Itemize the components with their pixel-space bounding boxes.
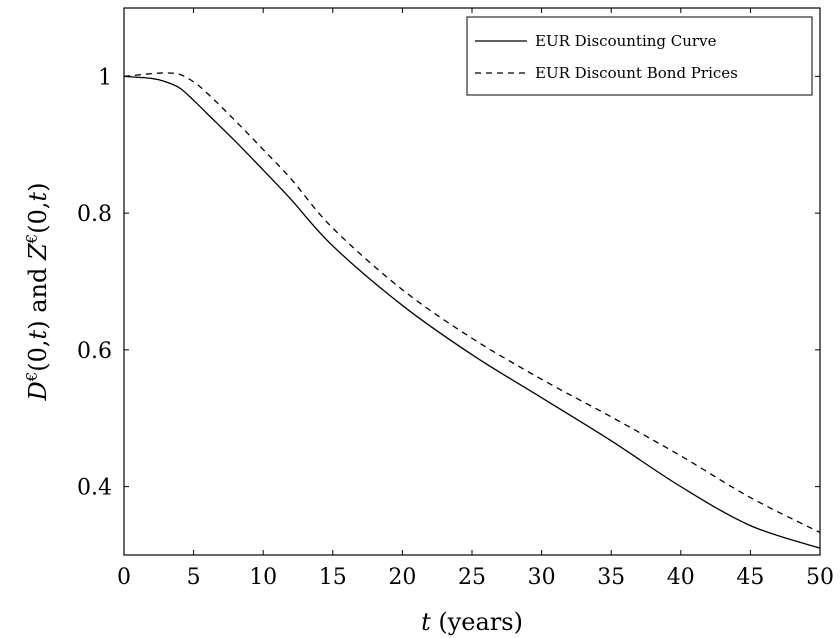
- x-tick-label: 25: [458, 565, 486, 590]
- y-label-d: D: [24, 381, 52, 401]
- y-label-arg-2: (0,: [24, 202, 52, 234]
- legend: EUR Discounting Curve EUR Discount Bond …: [466, 16, 813, 96]
- legend-box: [466, 16, 813, 96]
- x-tick-label: 40: [667, 565, 695, 590]
- x-axis-unit: (years): [431, 608, 523, 636]
- y-label-euro-2: €: [23, 234, 41, 245]
- y-tick-label: 0.4: [77, 476, 112, 501]
- y-label-t-1: t: [24, 329, 52, 339]
- x-tick-label: 30: [528, 565, 556, 590]
- y-tick-label: 0.6: [77, 339, 112, 364]
- x-tick-label: 35: [597, 565, 625, 590]
- x-axis-var: t: [421, 608, 431, 636]
- x-axis-label: t (years): [421, 608, 523, 636]
- y-label-euro-1: €: [23, 372, 41, 383]
- y-axis-label: D€(0,t) and Z€(0,t): [23, 182, 52, 401]
- legend-label-discount-bond-prices: EUR Discount Bond Prices: [535, 64, 738, 82]
- series-lines: [123, 72, 821, 549]
- x-tick-label: 50: [806, 565, 834, 590]
- x-tick-label: 15: [319, 565, 347, 590]
- y-label-close-1: ): [24, 320, 52, 329]
- x-tick-label: 45: [736, 565, 764, 590]
- series-line-discounting-curve: [123, 75, 821, 549]
- axis-ticks: 0 5 10 15 20 25 30 35 40 45 50 0.4 0.6 0.8 1: [77, 8, 834, 590]
- y-label-and: and: [24, 260, 52, 320]
- x-tick-label: 5: [187, 565, 201, 590]
- y-label-close-2: ): [24, 182, 52, 191]
- series-line-discount-bond-prices: [123, 72, 821, 534]
- x-tick-label: 0: [117, 565, 131, 590]
- x-tick-label: 20: [388, 565, 416, 590]
- y-tick-label: 1: [98, 65, 112, 90]
- y-label-t-2: t: [24, 192, 52, 202]
- y-label-z: Z: [24, 242, 52, 261]
- plot-frame: [123, 7, 821, 556]
- y-tick-label: 0.8: [77, 202, 112, 227]
- x-tick-label: 10: [249, 565, 277, 590]
- legend-label-discounting-curve: EUR Discounting Curve: [535, 32, 717, 50]
- y-label-arg-1: (0,: [24, 339, 52, 371]
